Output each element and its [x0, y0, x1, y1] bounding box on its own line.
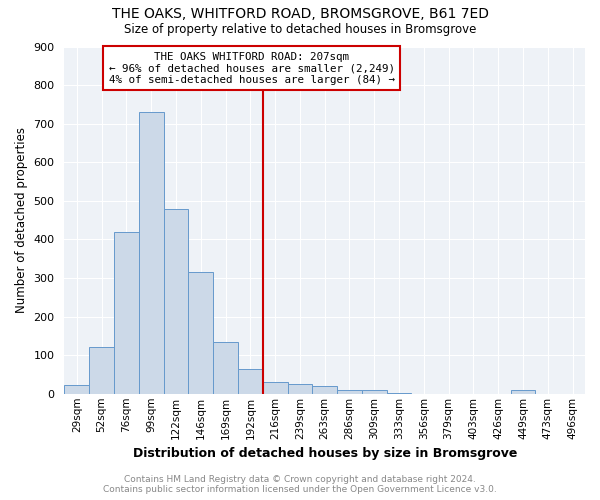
Bar [263, 382, 287, 394]
Bar [213, 342, 238, 394]
Text: Size of property relative to detached houses in Bromsgrove: Size of property relative to detached ho… [124, 22, 476, 36]
Bar [188, 272, 213, 394]
Text: Contains HM Land Registry data © Crown copyright and database right 2024.
Contai: Contains HM Land Registry data © Crown c… [103, 474, 497, 494]
Bar [64, 386, 89, 394]
Bar [139, 112, 164, 394]
Bar [337, 390, 362, 394]
Bar [164, 208, 188, 394]
Bar [287, 384, 313, 394]
Bar [386, 392, 412, 394]
Y-axis label: Number of detached properties: Number of detached properties [15, 127, 28, 313]
X-axis label: Distribution of detached houses by size in Bromsgrove: Distribution of detached houses by size … [133, 447, 517, 460]
Bar [511, 390, 535, 394]
Bar [362, 390, 386, 394]
Text: THE OAKS WHITFORD ROAD: 207sqm
← 96% of detached houses are smaller (2,249)
4% o: THE OAKS WHITFORD ROAD: 207sqm ← 96% of … [109, 52, 395, 85]
Text: THE OAKS, WHITFORD ROAD, BROMSGROVE, B61 7ED: THE OAKS, WHITFORD ROAD, BROMSGROVE, B61… [112, 8, 488, 22]
Bar [114, 232, 139, 394]
Bar [89, 346, 114, 394]
Bar [238, 368, 263, 394]
Bar [313, 386, 337, 394]
